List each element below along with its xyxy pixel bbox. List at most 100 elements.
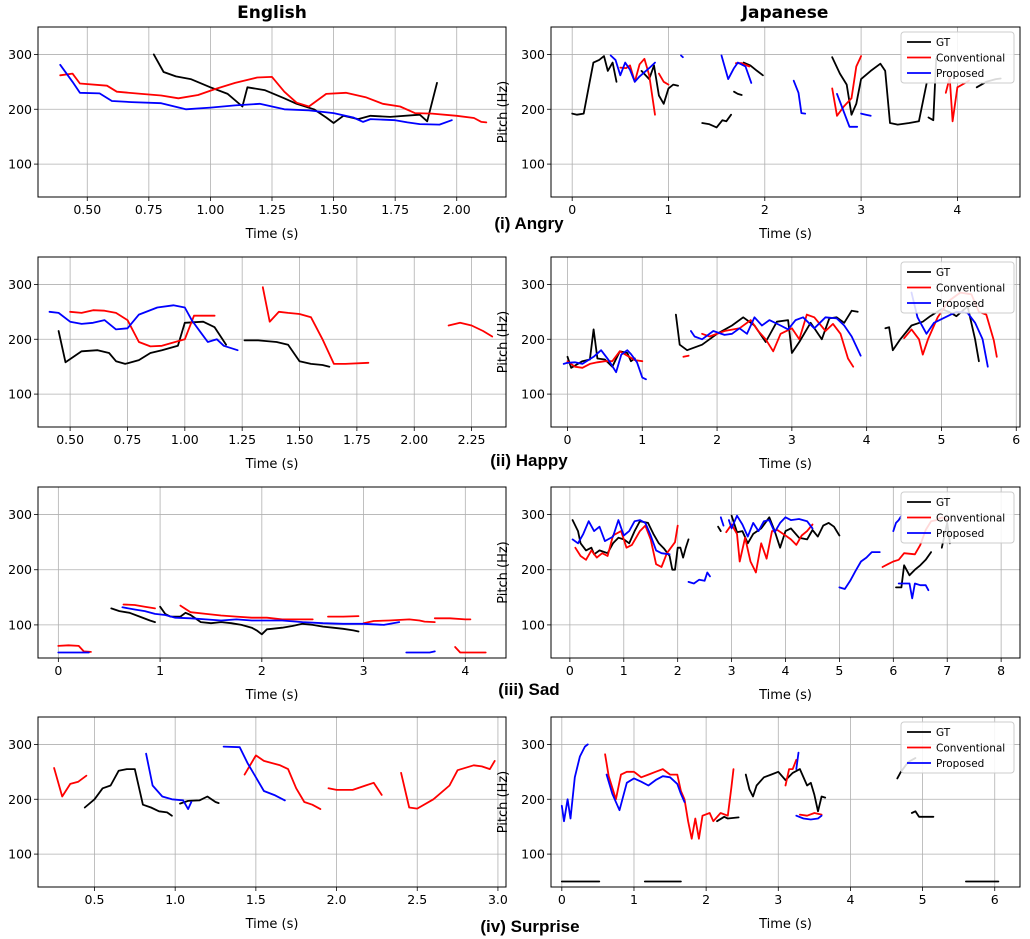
x-axis-label: Time (s) bbox=[758, 688, 812, 703]
x-axis-label: Time (s) bbox=[245, 917, 299, 932]
x-tick-label: 2.00 bbox=[400, 432, 428, 447]
x-tick-label: 0 bbox=[568, 202, 576, 217]
series-conventional-line bbox=[831, 55, 862, 117]
series-proposed-line bbox=[892, 514, 903, 532]
x-tick-label: 3 bbox=[788, 432, 796, 447]
x-tick-label: 6 bbox=[1012, 432, 1020, 447]
series-conventional-line bbox=[454, 646, 487, 654]
x-tick-label: 1.5 bbox=[246, 892, 266, 907]
x-axis-label: Time (s) bbox=[245, 227, 299, 242]
series-gt-line bbox=[733, 90, 743, 96]
x-tick-label: 1 bbox=[638, 432, 646, 447]
series-proposed-line bbox=[897, 582, 930, 600]
y-axis-label: Pitch (Hz) bbox=[496, 541, 511, 604]
x-tick-label: 6 bbox=[889, 663, 897, 678]
legend-label-conventional: Conventional bbox=[936, 743, 1005, 755]
legend: GT Conventional Proposed bbox=[900, 491, 1015, 544]
x-tick-label: 2.00 bbox=[443, 202, 471, 217]
x-tick-label: 3 bbox=[360, 663, 368, 678]
series-proposed-line bbox=[838, 551, 881, 590]
axes-frame bbox=[37, 716, 507, 888]
x-tick-label: 0.75 bbox=[135, 202, 163, 217]
x-tick-label: 5 bbox=[919, 892, 927, 907]
legend-label-gt: GT bbox=[936, 37, 951, 49]
x-tick-label: 4 bbox=[953, 202, 961, 217]
x-tick-label: 1 bbox=[630, 892, 638, 907]
y-tick-label: 200 bbox=[8, 332, 32, 347]
legend: GT Conventional Proposed bbox=[900, 31, 1015, 84]
x-axis-label: Time (s) bbox=[758, 917, 812, 932]
x-tick-label: 1 bbox=[665, 202, 673, 217]
legend-box bbox=[900, 491, 1015, 544]
series-proposed-line bbox=[121, 606, 401, 626]
x-tick-label: 1.25 bbox=[228, 432, 256, 447]
x-tick-label: 2 bbox=[702, 892, 710, 907]
series-gt-line bbox=[744, 768, 827, 813]
series-conventional-line bbox=[53, 767, 88, 798]
series-conventional-line bbox=[261, 286, 370, 365]
x-tick-label: 1.25 bbox=[258, 202, 286, 217]
x-tick-label: 2.0 bbox=[327, 892, 347, 907]
y-tick-label: 300 bbox=[8, 507, 32, 522]
series-gt-line bbox=[716, 815, 740, 823]
series-gt-line bbox=[730, 514, 841, 549]
legend-label-gt: GT bbox=[936, 727, 951, 739]
legend-label-conventional: Conventional bbox=[936, 53, 1005, 65]
series-conventional-line bbox=[619, 57, 656, 116]
y-tick-label: 200 bbox=[8, 792, 32, 807]
legend: GT Conventional Proposed bbox=[900, 261, 1015, 314]
legend-label-proposed: Proposed bbox=[936, 298, 984, 310]
series-gt-line bbox=[910, 810, 935, 818]
chart-surprise-japanese: 0 1 2 3 4 5 6 100 200 300 Time (s) Pitch (Hz) GT Conv… bbox=[496, 716, 1021, 932]
y-tick-label: 100 bbox=[8, 617, 32, 632]
series-gt-line bbox=[243, 339, 331, 368]
legend: GT Conventional Proposed bbox=[900, 721, 1015, 774]
series-conventional-line bbox=[784, 758, 798, 787]
y-tick-label: 300 bbox=[8, 277, 32, 292]
y-tick-label: 200 bbox=[521, 792, 545, 807]
y-axis-label: Pitch (Hz) bbox=[496, 771, 511, 834]
legend-label-conventional: Conventional bbox=[936, 283, 1005, 295]
series-proposed-line bbox=[571, 519, 671, 556]
series-conventional-line bbox=[574, 524, 679, 568]
axes-frame bbox=[37, 486, 507, 659]
x-tick-label: 0.50 bbox=[56, 432, 84, 447]
x-tick-label: 0 bbox=[558, 892, 566, 907]
series-proposed-line bbox=[719, 516, 725, 527]
x-tick-label: 0.5 bbox=[85, 892, 105, 907]
series-proposed-line bbox=[792, 79, 807, 115]
y-tick-label: 100 bbox=[8, 157, 32, 172]
series-gt-line bbox=[701, 113, 732, 129]
series-conventional-line bbox=[725, 523, 814, 574]
series-gt-line bbox=[83, 768, 173, 817]
series-conventional-line bbox=[566, 350, 644, 369]
series-gt-line bbox=[152, 53, 438, 124]
legend-box bbox=[900, 721, 1015, 774]
legend-box bbox=[900, 31, 1015, 84]
axes-frame bbox=[550, 256, 1021, 428]
x-tick-label: 6 bbox=[991, 892, 999, 907]
x-tick-label: 1.50 bbox=[320, 202, 348, 217]
series-conventional-line bbox=[327, 781, 383, 796]
series-conventional-line bbox=[362, 618, 436, 625]
row-caption-sad: (iii) Sad bbox=[498, 680, 559, 699]
series-proposed-line bbox=[720, 54, 753, 84]
x-tick-label: 4 bbox=[461, 663, 469, 678]
x-tick-label: 1.00 bbox=[171, 432, 199, 447]
chart-sad-japanese: 0 1 2 3 4 5 6 7 8 100 200 300 Time (s) Pitch (Hz) GT Co… bbox=[496, 486, 1021, 703]
series-proposed-line bbox=[910, 291, 989, 368]
series-proposed-line bbox=[687, 571, 711, 585]
axes-frame bbox=[550, 716, 1021, 888]
x-tick-label: 0 bbox=[54, 663, 62, 678]
series-conventional-line bbox=[447, 321, 494, 338]
y-tick-label: 300 bbox=[8, 737, 32, 752]
x-tick-label: 2 bbox=[258, 663, 266, 678]
y-tick-label: 100 bbox=[8, 847, 32, 862]
x-tick-label: 0.75 bbox=[114, 432, 142, 447]
x-tick-label: 1.00 bbox=[196, 202, 224, 217]
legend-label-proposed: Proposed bbox=[936, 758, 984, 770]
series-proposed-line bbox=[562, 349, 647, 381]
y-tick-label: 200 bbox=[8, 562, 32, 577]
axes-frame bbox=[550, 486, 1021, 659]
